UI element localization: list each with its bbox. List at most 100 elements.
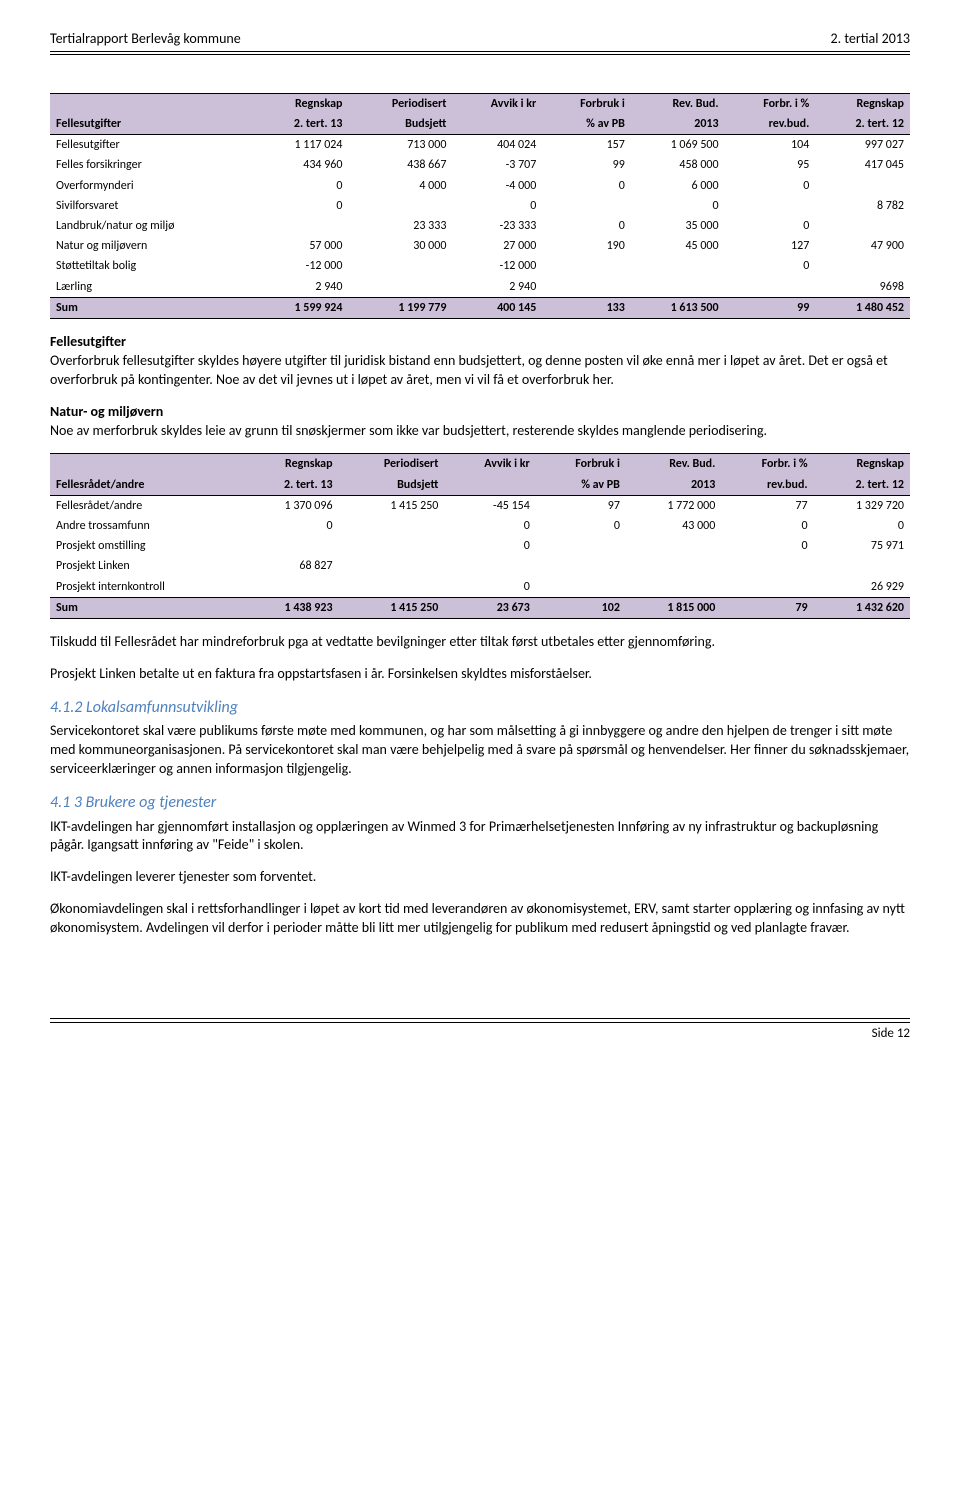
table-cell bbox=[721, 556, 813, 576]
t1-sum-2: 1 199 779 bbox=[348, 297, 452, 318]
table-cell bbox=[542, 196, 631, 216]
page-footer: Side 12 bbox=[50, 1018, 910, 1043]
table-cell: 95 bbox=[725, 155, 816, 175]
table-cell bbox=[536, 536, 626, 556]
para-natur-body: Noe av merforbruk skyldes leie av grunn … bbox=[50, 422, 767, 439]
table-cell bbox=[536, 556, 626, 576]
t2-sum-5: 1 815 000 bbox=[626, 597, 721, 618]
t1-h2-7: 2. tert. 12 bbox=[815, 114, 910, 135]
table-cell: 0 bbox=[254, 196, 349, 216]
t1-h2-5: 2013 bbox=[631, 114, 725, 135]
t2-h1-5: Rev. Bud. bbox=[626, 454, 721, 475]
table-cell: 1 329 720 bbox=[814, 495, 910, 516]
header-left: Tertialrapport Berlevåg kommune bbox=[50, 30, 241, 49]
table-cell: 0 bbox=[725, 216, 816, 236]
table-cell: 77 bbox=[721, 495, 813, 516]
table-cell bbox=[815, 256, 910, 276]
table-cell: 997 027 bbox=[815, 135, 910, 156]
table-cell: Lærling bbox=[50, 277, 254, 298]
t2-h1-3: Avvik i kr bbox=[444, 454, 535, 475]
table-row: Overformynderi04 000-4 00006 0000 bbox=[50, 176, 910, 196]
t2-sum-0: Sum bbox=[50, 597, 242, 618]
heading-413: 4.1 3 Brukere og tjenester bbox=[50, 792, 910, 814]
table-cell: 47 900 bbox=[815, 236, 910, 256]
t2-h1-6: Forbr. i % bbox=[721, 454, 813, 475]
table-cell: Natur og miljøvern bbox=[50, 236, 254, 256]
table-cell bbox=[339, 536, 445, 556]
table-cell: 26 929 bbox=[814, 577, 910, 598]
table-row: Andre trossamfunn00043 00000 bbox=[50, 516, 910, 536]
table-cell: 2 940 bbox=[254, 277, 349, 298]
t1-sum-4: 133 bbox=[542, 297, 631, 318]
table-cell: Sivilforsvaret bbox=[50, 196, 254, 216]
header-rule-1 bbox=[50, 51, 910, 52]
para-413-2: IKT-avdelingen leverer tjenester som for… bbox=[50, 868, 910, 887]
table-row: Fellesrådet/andre1 370 0961 415 250-45 1… bbox=[50, 495, 910, 516]
table-cell: -4 000 bbox=[452, 176, 542, 196]
table-cell: Andre trossamfunn bbox=[50, 516, 242, 536]
table-cell: Fellesrådet/andre bbox=[50, 495, 242, 516]
table-row: Prosjekt omstilling0075 971 bbox=[50, 536, 910, 556]
table-cell: 190 bbox=[542, 236, 631, 256]
table-cell: 1 415 250 bbox=[339, 495, 445, 516]
t2-h1-7: Regnskap bbox=[814, 454, 910, 475]
table-cell: Prosjekt Linken bbox=[50, 556, 242, 576]
table-cell bbox=[444, 556, 535, 576]
table-row: Landbruk/natur og miljø23 333-23 333035 … bbox=[50, 216, 910, 236]
table-cell: Prosjekt omstilling bbox=[50, 536, 242, 556]
table-cell: 0 bbox=[452, 196, 542, 216]
t2-h2-2: Budsjett bbox=[339, 475, 445, 496]
t2-h2-0: Fellesrådet/andre bbox=[50, 475, 242, 496]
table-cell bbox=[725, 196, 816, 216]
table-cell bbox=[339, 577, 445, 598]
table-cell: 1 117 024 bbox=[254, 135, 349, 156]
table-cell bbox=[626, 536, 721, 556]
table-row: Felles forsikringer434 960438 667-3 7079… bbox=[50, 155, 910, 175]
t1-h2-1: 2. tert. 13 bbox=[254, 114, 349, 135]
table-row: Prosjekt Linken68 827 bbox=[50, 556, 910, 576]
heading-412: 4.1.2 Lokalsamfunnsutvikling bbox=[50, 697, 910, 719]
t2-h1-0 bbox=[50, 454, 242, 475]
table-row: Sivilforsvaret0008 782 bbox=[50, 196, 910, 216]
t2-h2-7: 2. tert. 12 bbox=[814, 475, 910, 496]
table-cell bbox=[254, 216, 349, 236]
table-cell: 0 bbox=[444, 516, 535, 536]
t2-sum-6: 79 bbox=[721, 597, 813, 618]
table-cell: 99 bbox=[542, 155, 631, 175]
table-cell: 27 000 bbox=[452, 236, 542, 256]
table-cell: 43 000 bbox=[626, 516, 721, 536]
table-cell: 0 bbox=[444, 577, 535, 598]
table-cell: 434 960 bbox=[254, 155, 349, 175]
table-cell bbox=[721, 577, 813, 598]
table-cell: 0 bbox=[536, 516, 626, 536]
t2-h2-5: 2013 bbox=[626, 475, 721, 496]
table-cell bbox=[815, 216, 910, 236]
t1-sum-0: Sum bbox=[50, 297, 254, 318]
table-cell bbox=[815, 176, 910, 196]
table-cell: 713 000 bbox=[348, 135, 452, 156]
t2-sum-2: 1 415 250 bbox=[339, 597, 445, 618]
table-row: Lærling2 9402 9409698 bbox=[50, 277, 910, 298]
table-cell: 1 370 096 bbox=[242, 495, 338, 516]
t1-sum-5: 1 613 500 bbox=[631, 297, 725, 318]
table-row: Prosjekt internkontroll026 929 bbox=[50, 577, 910, 598]
table-cell bbox=[348, 256, 452, 276]
table-cell: 6 000 bbox=[631, 176, 725, 196]
t1-h1-2: Periodisert bbox=[348, 93, 452, 114]
table-cell bbox=[542, 277, 631, 298]
table-fellesradet: Regnskap Periodisert Avvik i kr Forbruk … bbox=[50, 453, 910, 619]
table-cell: 104 bbox=[725, 135, 816, 156]
table-cell: -3 707 bbox=[452, 155, 542, 175]
table-cell: 97 bbox=[536, 495, 626, 516]
t2-sum-4: 102 bbox=[536, 597, 626, 618]
table-cell: -45 154 bbox=[444, 495, 535, 516]
table-cell bbox=[348, 277, 452, 298]
table-cell: 1 772 000 bbox=[626, 495, 721, 516]
t2-h2-1: 2. tert. 13 bbox=[242, 475, 338, 496]
table-cell: -12 000 bbox=[254, 256, 349, 276]
table-cell bbox=[348, 196, 452, 216]
t1-h2-0: Fellesutgifter bbox=[50, 114, 254, 135]
para-fellesutgifter: Fellesutgifter Overforbruk fellesutgifte… bbox=[50, 333, 910, 390]
table-cell: 0 bbox=[254, 176, 349, 196]
t1-h1-4: Forbruk i bbox=[542, 93, 631, 114]
